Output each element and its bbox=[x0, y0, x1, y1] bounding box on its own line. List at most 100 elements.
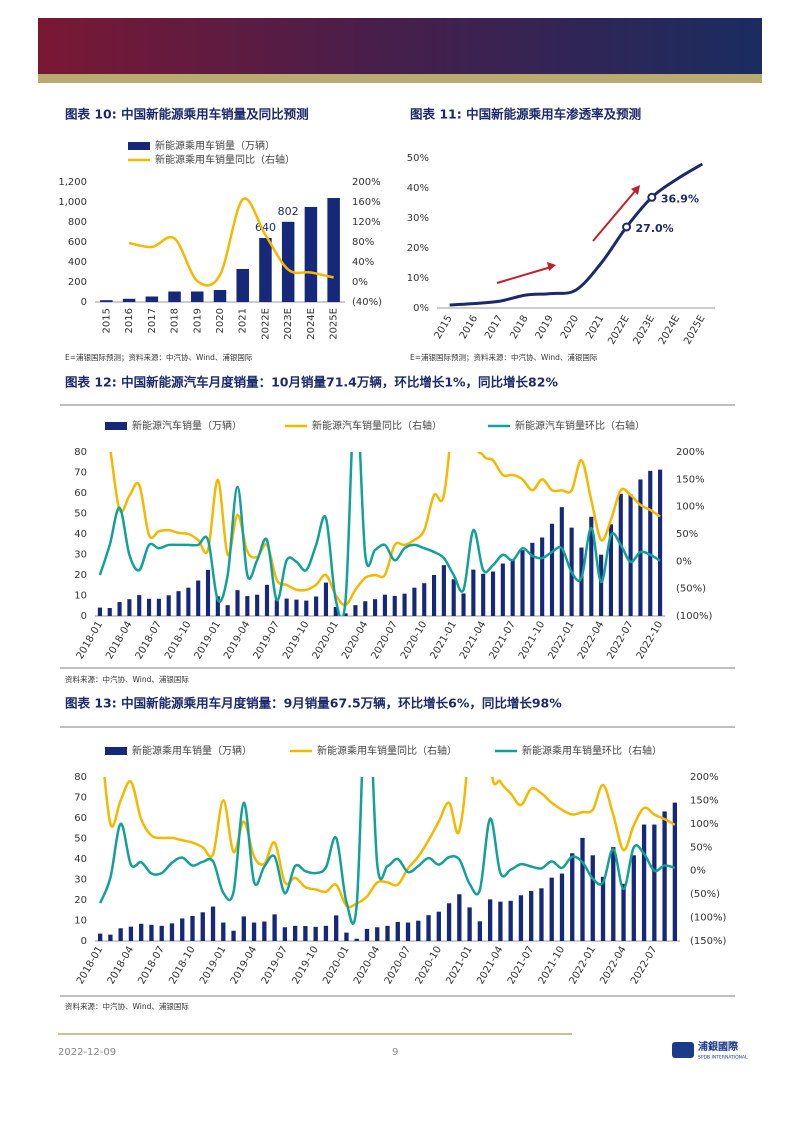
bar bbox=[641, 824, 647, 941]
bar bbox=[436, 911, 441, 941]
x-tick-label: 2019-07 bbox=[260, 945, 290, 987]
bar bbox=[490, 571, 496, 616]
bar bbox=[333, 606, 338, 616]
bar bbox=[313, 926, 318, 941]
y2-tick-label: 40% bbox=[352, 257, 374, 268]
trend-arrow bbox=[592, 189, 637, 242]
y2-tick-label: 0% bbox=[676, 556, 692, 567]
x-tick-label: 2016 bbox=[124, 308, 135, 333]
chart-title: 图表 10: 中国新能源乘用车销量及同比预测 bbox=[65, 107, 309, 122]
y-tick-label: 20% bbox=[407, 243, 429, 254]
legend-label: 新能源汽车销量环比（右轴） bbox=[515, 419, 645, 432]
x-tick-label: 2018-04 bbox=[104, 620, 134, 662]
x-tick-label: 2020-10 bbox=[414, 945, 444, 987]
bar bbox=[282, 927, 288, 941]
x-tick-label: 2019-10 bbox=[290, 945, 320, 987]
bar bbox=[213, 290, 227, 302]
legend-label: 新能源乘用车销量（万辆） bbox=[155, 139, 275, 152]
x-tick-label: 2018-01 bbox=[75, 620, 105, 662]
bar bbox=[658, 469, 663, 616]
bar bbox=[549, 523, 555, 616]
y2-tick-label: 150% bbox=[676, 474, 705, 485]
bar bbox=[334, 915, 339, 941]
y-tick-label: 0 bbox=[81, 297, 87, 308]
legend-label: 新能源乘用车销量（万辆） bbox=[132, 744, 252, 757]
source-note: 资料来源：中汽协、Wind、浦银国际 bbox=[65, 1001, 189, 1011]
bar bbox=[118, 928, 123, 941]
x-tick-label: 2016 bbox=[458, 314, 480, 342]
arrow-head bbox=[631, 185, 640, 195]
legend-label: 新能源乘用车销量同比（右轴） bbox=[317, 744, 457, 757]
header-stripe bbox=[38, 74, 762, 83]
bar bbox=[451, 579, 456, 616]
bar bbox=[149, 924, 154, 941]
legend-label: 新能源汽车销量同比（右轴） bbox=[312, 419, 442, 432]
legend-label: 新能源乘用车销量同比（右轴） bbox=[155, 153, 295, 166]
bar bbox=[343, 613, 348, 616]
bar bbox=[570, 853, 575, 941]
header-band bbox=[38, 18, 762, 74]
bar bbox=[200, 912, 205, 941]
bar bbox=[590, 855, 595, 941]
bar bbox=[117, 602, 122, 616]
legend-label: 新能源汽车销量（万辆） bbox=[132, 419, 242, 432]
bar bbox=[205, 569, 211, 616]
y-tick-label: 0 bbox=[81, 611, 87, 622]
logo-subtext: SPDB INTERNATIONAL bbox=[698, 1055, 748, 1061]
bar bbox=[672, 802, 678, 941]
page-number: 9 bbox=[392, 1047, 398, 1058]
series-line bbox=[128, 197, 334, 287]
bar bbox=[416, 920, 421, 941]
x-tick-label: 2018-01 bbox=[75, 945, 105, 987]
bar bbox=[190, 915, 195, 941]
bar bbox=[549, 877, 554, 941]
y2-tick-label: 100% bbox=[690, 819, 719, 830]
bar bbox=[589, 516, 594, 616]
y2-tick-label: 100% bbox=[676, 502, 705, 513]
bar bbox=[145, 296, 159, 302]
x-tick-label: 2018-10 bbox=[167, 945, 197, 987]
bar bbox=[255, 594, 260, 616]
bar bbox=[259, 238, 272, 302]
x-tick-label: 2022-04 bbox=[576, 620, 606, 662]
bar bbox=[314, 596, 319, 616]
y-tick-label: 0 bbox=[81, 936, 87, 947]
x-tick-label: 2019-01 bbox=[198, 945, 228, 987]
bar bbox=[559, 873, 565, 941]
bar bbox=[323, 925, 329, 941]
bar bbox=[191, 291, 204, 302]
point-marker bbox=[647, 192, 657, 202]
bar bbox=[344, 932, 349, 941]
y2-tick-label: 120% bbox=[352, 217, 381, 228]
y-tick-label: 80 bbox=[74, 447, 87, 458]
bar bbox=[580, 837, 585, 941]
y-tick-label: 50% bbox=[407, 153, 429, 164]
x-tick-label: 2019 bbox=[534, 314, 556, 342]
bar bbox=[139, 923, 144, 941]
bar bbox=[281, 221, 295, 302]
x-tick-label: 2018-07 bbox=[136, 945, 166, 987]
y2-tick-label: 80% bbox=[352, 237, 374, 248]
y-tick-label: 60 bbox=[74, 488, 87, 499]
x-tick-label: 2018-07 bbox=[134, 620, 164, 662]
bar bbox=[392, 595, 397, 616]
y-tick-label: 10% bbox=[407, 273, 429, 284]
x-tick-label: 2020 bbox=[215, 308, 226, 333]
bar bbox=[412, 587, 417, 616]
x-tick-label: 2022-04 bbox=[598, 945, 628, 987]
y2-tick-label: (100%) bbox=[690, 913, 726, 924]
bar bbox=[426, 915, 431, 941]
x-tick-label: 2022-07 bbox=[629, 945, 659, 987]
data-label: 802 bbox=[278, 205, 299, 218]
bar bbox=[608, 524, 614, 616]
bar bbox=[498, 901, 503, 941]
bar bbox=[599, 554, 604, 616]
bar bbox=[648, 470, 653, 616]
y2-tick-label: 0% bbox=[690, 866, 706, 877]
source-note: E=浦银国际预测；资料来源：中汽协、Wind、浦银国际 bbox=[65, 352, 253, 362]
bar bbox=[600, 876, 606, 941]
bar bbox=[354, 938, 359, 941]
x-tick-label: 2021 bbox=[238, 308, 249, 333]
x-tick-label: 2022-07 bbox=[605, 620, 635, 662]
